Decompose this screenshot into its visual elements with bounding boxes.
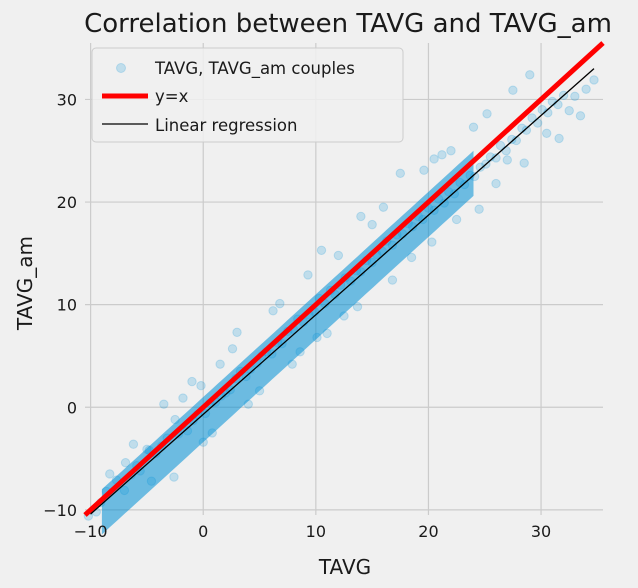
scatter-point [527,113,537,123]
scatter-point [105,469,115,479]
x-axis-label: TAVG [318,555,371,579]
legend-scatter-marker [116,63,126,73]
scatter-point [232,327,242,338]
scatter-point [482,109,492,119]
scatter-point [178,393,188,403]
legend-label-regression: Linear regression [155,116,297,135]
x-tick-label: 10 [306,522,326,541]
scatter-point [128,439,139,449]
scatter-point [525,70,535,80]
scatter-point [275,298,285,309]
scatter-point [502,155,512,165]
scatter-point [406,252,417,263]
scatter-point [227,344,238,354]
scatter-point [316,245,327,255]
scatter-point [429,154,439,164]
scatter-point [553,99,563,110]
y-tick-label: 10 [57,296,77,315]
scatter-point [541,128,552,138]
scatter-point [451,214,462,225]
scatter-point [169,472,179,482]
scatter-point [446,146,456,156]
scatter-point [508,85,518,95]
scatter-point [367,219,377,230]
tick-labels: −10 0 10 20 30 −10 0 10 20 30 [43,90,551,541]
scatter-point [356,211,366,222]
scatter-point [427,237,437,247]
scatter-point [495,140,506,151]
scatter-point [491,153,501,163]
scatter-point [519,158,529,168]
scatter-point [575,111,586,121]
scatter-point [268,306,278,316]
y-tick-label: 0 [67,398,77,417]
y-axis-label: TAVG_am [13,236,37,331]
x-tick-label: −10 [74,522,108,541]
regression-line [90,68,595,515]
legend-label-identity: y=x [155,87,189,106]
series-lines [83,41,605,517]
scatter-point [532,118,543,128]
scatter-point [395,168,406,179]
identity-line [83,41,605,517]
scatter-point [507,134,517,145]
scatter-point [475,162,485,172]
y-tick-label: −10 [43,501,77,520]
scatter-point [564,106,574,116]
scatter-point [352,302,363,312]
x-tick-label: 0 [198,522,208,541]
chart-title: Correlation between TAVG and TAVG_am [84,9,612,39]
scatter-point [333,250,344,261]
scatter-point [521,125,532,135]
scatter-point [187,376,197,387]
y-tick-label: 30 [57,90,77,109]
scatter-point [570,91,580,102]
scatter-point [468,122,479,132]
legend-box [91,47,404,143]
x-tick-label: 20 [418,522,438,541]
scatter-point [303,270,313,280]
scatter-point [589,75,599,85]
legend: TAVG, TAVG_am couples y=x Linear regress… [91,47,404,143]
scatter-point [196,381,206,391]
scatter-point [501,146,511,156]
scatter-point [215,359,225,369]
scatter-point [581,84,591,94]
y-tick-label: 20 [57,193,77,212]
scatter-point [437,150,447,160]
scatter-point [387,275,398,285]
scatter-point [159,399,169,409]
scatter-point [120,457,131,468]
scatter-point [491,178,501,189]
scatter-point [419,165,429,175]
legend-label-scatter: TAVG, TAVG_am couples [154,59,355,79]
scatter-point [474,204,484,214]
scatter-point [378,202,389,212]
scatter-point [554,133,564,144]
x-tick-label: 30 [531,522,551,541]
